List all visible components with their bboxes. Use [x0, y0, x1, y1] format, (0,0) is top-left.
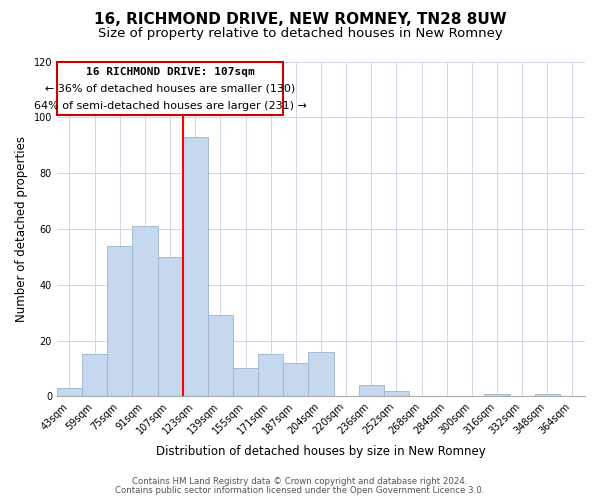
Text: ← 36% of detached houses are smaller (130): ← 36% of detached houses are smaller (13… — [45, 84, 295, 94]
Bar — [283, 363, 308, 396]
Bar — [484, 394, 509, 396]
Text: 16, RICHMOND DRIVE, NEW ROMNEY, TN28 8UW: 16, RICHMOND DRIVE, NEW ROMNEY, TN28 8UW — [94, 12, 506, 28]
Bar — [535, 394, 560, 396]
Y-axis label: Number of detached properties: Number of detached properties — [15, 136, 28, 322]
Text: Size of property relative to detached houses in New Romney: Size of property relative to detached ho… — [98, 28, 502, 40]
Bar — [107, 246, 133, 396]
Text: 64% of semi-detached houses are larger (231) →: 64% of semi-detached houses are larger (… — [34, 100, 307, 110]
Text: 16 RICHMOND DRIVE: 107sqm: 16 RICHMOND DRIVE: 107sqm — [86, 67, 255, 77]
X-axis label: Distribution of detached houses by size in New Romney: Distribution of detached houses by size … — [156, 444, 486, 458]
Bar — [359, 385, 384, 396]
Bar — [208, 316, 233, 396]
Bar — [57, 388, 82, 396]
Text: Contains HM Land Registry data © Crown copyright and database right 2024.: Contains HM Land Registry data © Crown c… — [132, 477, 468, 486]
Bar — [258, 354, 283, 397]
Bar — [233, 368, 258, 396]
Text: Contains public sector information licensed under the Open Government Licence 3.: Contains public sector information licen… — [115, 486, 485, 495]
FancyBboxPatch shape — [58, 62, 283, 114]
Bar — [133, 226, 158, 396]
Bar — [308, 352, 334, 397]
Bar — [158, 257, 182, 396]
Bar — [182, 137, 208, 396]
Bar — [384, 390, 409, 396]
Bar — [82, 354, 107, 397]
